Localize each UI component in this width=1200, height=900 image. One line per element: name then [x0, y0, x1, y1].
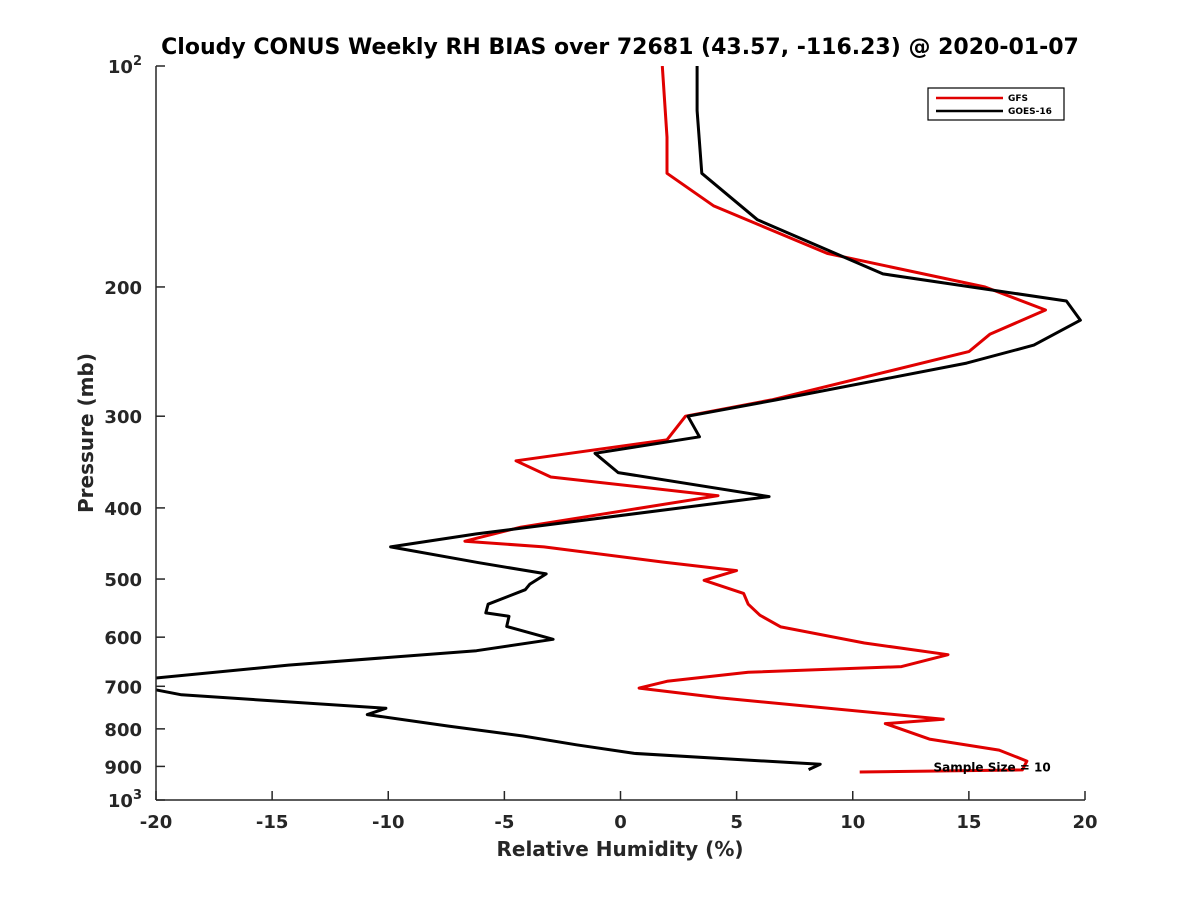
x-tick-label: 0	[614, 812, 627, 833]
y-ticks: 102 200 300 400 500 600 700 800 900 103	[104, 54, 165, 812]
legend-label-goes16: GOES-16	[1008, 107, 1052, 117]
x-ticks: -20 -15 -10 -5 0 5 10 15 20	[140, 791, 1098, 833]
x-tick-label: -20	[140, 812, 173, 833]
x-tick-label: 20	[1072, 812, 1097, 833]
y-tick-label: 400	[104, 499, 142, 520]
x-tick-label: 15	[956, 812, 981, 833]
y-tick-label: 103	[108, 788, 142, 812]
series-layer	[156, 66, 1082, 774]
legend: GFS GOES-16	[927, 87, 1065, 121]
plot-area	[156, 66, 1085, 800]
y-tick-label: 900	[104, 757, 142, 778]
legend-box	[927, 87, 1065, 121]
x-tick-label: 5	[730, 812, 743, 833]
y-tick-label: 500	[104, 570, 142, 591]
series-line-goes16	[156, 66, 1082, 771]
x-tick-label: -5	[494, 812, 514, 833]
y-tick-label: 102	[108, 54, 142, 78]
x-tick-label: -15	[256, 812, 289, 833]
sample-size-annotation: Sample Size = 10	[933, 760, 1050, 774]
x-tick-label: 10	[840, 812, 865, 833]
x-tick-label: -10	[372, 812, 405, 833]
y-tick-label: 700	[104, 677, 142, 698]
legend-label-gfs: GFS	[1008, 94, 1028, 104]
chart-title: Cloudy CONUS Weekly RH BIAS over 72681 (…	[161, 35, 1079, 60]
y-tick-label: 800	[104, 720, 142, 741]
y-tick-label: 300	[104, 407, 142, 428]
x-axis-label: Relative Humidity (%)	[496, 837, 743, 861]
y-tick-label: 200	[104, 278, 142, 299]
series-line-gfs	[463, 66, 1047, 774]
y-tick-label: 600	[104, 628, 142, 649]
y-axis-label: Pressure (mb)	[74, 353, 98, 513]
